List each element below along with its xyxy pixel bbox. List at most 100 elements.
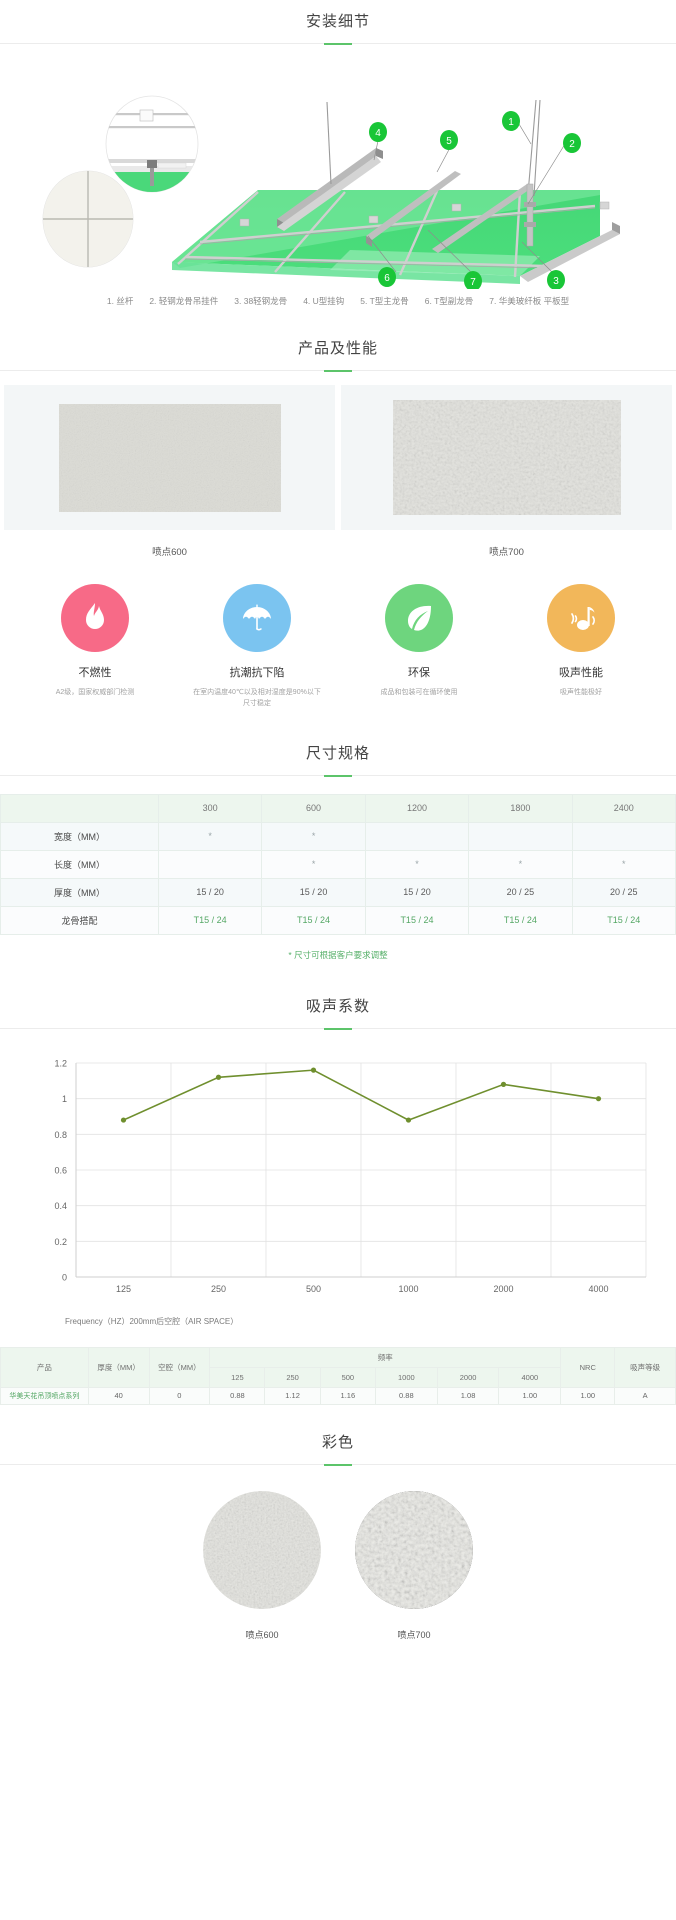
leader-lines	[367, 123, 566, 277]
feature-icon-bg	[547, 584, 615, 652]
nrc-freq-row: 125 250 500 1000 2000 4000	[1, 1366, 676, 1388]
feature-icon-bg	[223, 584, 291, 652]
cross-runner-2	[432, 184, 533, 253]
row-label: 长度（MM）	[0, 849, 159, 879]
cell: *	[157, 821, 263, 851]
section-underline	[0, 774, 676, 776]
feature-desc: A2级，国家权威部门检测	[55, 689, 135, 696]
nrc-col-rate: 频率	[209, 1346, 562, 1368]
swatch-caption: 喷点600	[152, 547, 187, 558]
size-spec-table: 300 600 1200 1800 2400 宽度（MM） * * 长度（MM）…	[0, 793, 676, 935]
absorption-line-chart: 0 0.2 0.4 0.6 0.8 1 1.2 125 250 500 1000 2000 4000	[54, 1058, 647, 1294]
cell: *	[261, 849, 366, 879]
row-label: 宽度（MM）	[0, 821, 159, 851]
umbrella-icon	[243, 604, 271, 631]
section-header-absorption: 吸声系数	[0, 985, 676, 1029]
legend-item: 4. U型挂钩	[303, 296, 345, 306]
svg-text:7: 7	[470, 277, 476, 288]
nrc-value: 0.88	[374, 1386, 438, 1405]
nrc-freq: 1000	[374, 1366, 438, 1388]
swatch-caption: 喷点700	[489, 547, 524, 558]
legend-item: 6. T型副龙骨	[424, 296, 474, 306]
callout-badges: 1 2 3 4 5 6 7	[369, 111, 581, 289]
feature-desc: 吸声性能极好	[560, 689, 602, 696]
feature-icon-bg	[385, 584, 453, 652]
color-label: 喷点700	[397, 1629, 431, 1640]
cell: 15 / 20	[261, 877, 366, 907]
x-tick-label: 4000	[588, 1284, 608, 1294]
section-title: 安装细节	[305, 13, 370, 30]
section-underline	[0, 370, 676, 371]
nrc-header-row: 产品 厚度（MM） 空腔（MM） 频率 NRC 吸声等级	[0, 1346, 676, 1388]
tile-closeup-bubble	[42, 170, 134, 268]
detail-callout-bubble	[105, 95, 199, 193]
cell: T15 / 24	[364, 905, 470, 935]
y-tick-label: 1.2	[54, 1058, 67, 1068]
flame-icon	[86, 603, 104, 629]
x-tick-label: 1000	[398, 1284, 418, 1294]
col-header-1200: 1200	[364, 793, 470, 823]
cell	[571, 821, 676, 851]
nrc-col-airspace: 空腔（MM）	[148, 1346, 211, 1388]
cell: 20 / 25	[571, 877, 676, 907]
section-header-install: 安装细节	[0, 0, 676, 44]
data-point	[120, 1117, 127, 1123]
hanger-wire	[326, 99, 541, 197]
feature-icon-bg	[61, 584, 129, 652]
cross-runner	[366, 171, 461, 247]
feature-name: 不燃性	[78, 667, 112, 679]
y-tick-label: 0.8	[54, 1130, 67, 1140]
texture-600-image	[58, 403, 281, 512]
nrc-col-product: 产品	[0, 1346, 89, 1388]
nrc-table: 产品 厚度（MM） 空腔（MM） 频率 NRC 吸声等级 125 250 500…	[0, 1346, 676, 1405]
nrc-value: 1.16	[319, 1386, 376, 1405]
data-point	[310, 1067, 317, 1073]
install-legend: 1. 丝杆 2. 轻钢龙骨吊挂件 3. 38轻钢龙骨 4. U型挂钩 5. T型…	[0, 289, 676, 327]
nrc-value: 1.08	[436, 1386, 500, 1405]
feature-item-noncombustible: 不燃性 A2级，国家权威部门检测	[14, 584, 176, 710]
nrc-freq: 2000	[436, 1366, 500, 1388]
callout-4: 4	[369, 122, 387, 142]
callout-3: 3	[547, 270, 565, 289]
legend-item: 3. 38轻钢龙骨	[234, 296, 288, 306]
section-title: 产品及性能	[297, 340, 378, 357]
section-underline	[0, 1027, 676, 1029]
feature-name: 环保	[408, 667, 430, 679]
install-section: 安装细节	[0, 0, 676, 327]
table-row: 宽度（MM） * *	[0, 821, 676, 851]
section-title: 尺寸规格	[305, 744, 370, 762]
y-tick-label: 0.4	[54, 1201, 67, 1211]
nrc-freq: 250	[264, 1366, 321, 1388]
ceiling-installation-illustration: 安装示意图 1 2 3 4 5 6 7	[42, 95, 620, 289]
col-header-1800: 1800	[468, 793, 573, 823]
feature-item-acoustic: 吸声性能 吸声性能极好	[500, 584, 662, 710]
main-runner	[277, 148, 383, 231]
data-point	[215, 1074, 222, 1080]
feature-row: 不燃性 A2级，国家权威部门检测 抗潮抗下陷 在室内温度40℃以及相对湿度是90…	[0, 584, 676, 732]
col-header-300: 300	[157, 793, 263, 823]
nrc-col-nrc: NRC	[560, 1346, 616, 1388]
color-item-700: 喷点700	[355, 1490, 473, 1641]
cell: *	[261, 821, 366, 851]
color-circle-600-image	[203, 1490, 321, 1609]
section-underline	[0, 43, 676, 44]
svg-text:1: 1	[508, 117, 514, 128]
section-header-color: 彩色	[0, 1405, 676, 1465]
swatch-caption-row: 喷点600 喷点700	[0, 530, 676, 584]
color-swatch-row: 喷点600 喷点700	[0, 1465, 676, 1645]
callout-5: 5	[440, 130, 458, 150]
ceiling-panel-assembly	[172, 99, 620, 284]
col-header-600: 600	[261, 793, 366, 823]
feature-item-moisture: 抗潮抗下陷 在室内温度40℃以及相对湿度是90%以下 尺寸稳定	[176, 584, 338, 710]
col-header-blank	[0, 793, 159, 823]
color-item-600: 喷点600	[203, 1490, 321, 1641]
section-title: 彩色	[321, 1433, 354, 1451]
color-label: 喷点600	[245, 1629, 279, 1640]
x-tick-label: 250	[211, 1284, 226, 1294]
data-point	[595, 1095, 602, 1101]
series-line	[123, 1069, 599, 1121]
section-title: 吸声系数	[305, 997, 370, 1015]
table-row: 龙骨搭配 T15 / 24 T15 / 24 T15 / 24 T15 / 24…	[0, 905, 676, 935]
nrc-col-thickness: 厚度（MM）	[87, 1346, 150, 1388]
nrc-freq: 4000	[498, 1366, 562, 1388]
